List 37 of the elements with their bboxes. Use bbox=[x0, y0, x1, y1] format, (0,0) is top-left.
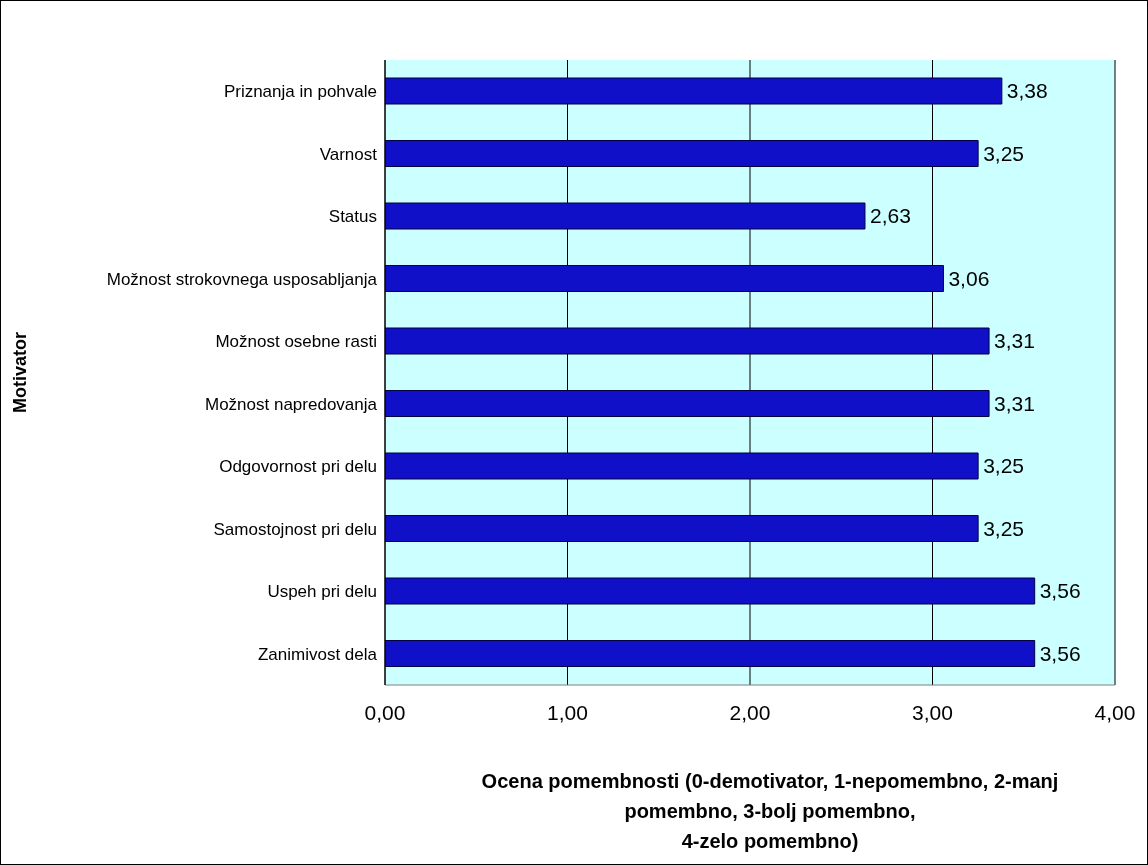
bar bbox=[385, 77, 1003, 105]
x-axis-title: Ocena pomembnosti (0-demotivator, 1-nepomembno, 2-manj pomembno, 3-bolj pomembno, 4-zelo pomembno) bbox=[480, 769, 1060, 854]
bar bbox=[385, 515, 979, 542]
data-label: 3,06 bbox=[948, 266, 990, 290]
bar bbox=[385, 577, 1036, 605]
y-axis-title: Motivator bbox=[10, 332, 31, 413]
bar bbox=[385, 140, 979, 167]
bar bbox=[385, 327, 990, 355]
bar bbox=[385, 640, 1036, 667]
data-label: 2,63 bbox=[869, 204, 911, 228]
y-tick-label: Uspeh pri delu bbox=[267, 582, 377, 602]
y-tick-label: Varnost bbox=[319, 144, 378, 164]
x-tick-label: 1,00 bbox=[547, 700, 588, 724]
data-label: 3,25 bbox=[983, 454, 1024, 478]
data-label: 3,56 bbox=[1039, 641, 1081, 665]
bar bbox=[385, 390, 990, 417]
data-label: 3,56 bbox=[1039, 579, 1081, 603]
y-tick-label: Možnost osebne rasti bbox=[215, 332, 377, 352]
y-tick-label: Priznanja in pohvale bbox=[223, 82, 377, 102]
bar bbox=[385, 202, 866, 230]
data-label: 3,38 bbox=[1006, 79, 1048, 103]
bar bbox=[385, 265, 944, 292]
y-tick-label: Možnost strokovnega usposabljanja bbox=[106, 269, 378, 289]
data-label: 3,31 bbox=[994, 329, 1035, 353]
x-tick-label: 4,00 bbox=[1094, 700, 1136, 724]
y-tick-label: Možnost napredovanja bbox=[204, 394, 378, 414]
y-tick-label: Samostojnost pri delu bbox=[213, 519, 377, 539]
y-tick-label: Status bbox=[328, 207, 377, 227]
y-tick-label: Odgovornost pri delu bbox=[219, 457, 377, 477]
data-label: 3,25 bbox=[983, 516, 1024, 540]
x-tick-label: 0,00 bbox=[364, 700, 406, 724]
x-tick-label: 3,00 bbox=[912, 700, 953, 724]
y-tick-label: Zanimivost dela bbox=[257, 644, 378, 664]
x-tick-label: 2,00 bbox=[729, 700, 771, 724]
data-label: 3,25 bbox=[983, 141, 1024, 165]
data-label: 3,31 bbox=[994, 391, 1035, 415]
bar bbox=[385, 452, 979, 480]
